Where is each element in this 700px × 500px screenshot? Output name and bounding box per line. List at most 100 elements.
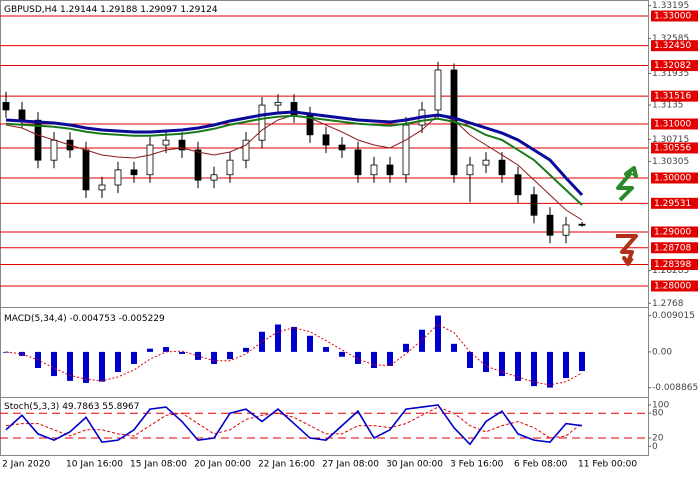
candle-body	[178, 139, 186, 151]
macd-bar	[163, 347, 169, 352]
level-label: 1.28000	[654, 281, 691, 291]
y-tick-label: 1.33195	[652, 1, 689, 11]
macd-bar	[211, 351, 217, 364]
candle-body	[258, 104, 266, 141]
candle-body	[226, 159, 234, 176]
y-tick-label: 1.32585	[652, 34, 689, 44]
level-label: 1.29531	[654, 199, 691, 209]
macd-bar	[147, 348, 153, 352]
candle-body	[402, 124, 410, 176]
down-arrow	[616, 234, 638, 266]
candle-body	[18, 109, 26, 121]
candle-body	[242, 139, 250, 161]
up-arrow	[616, 166, 638, 202]
macd-bar	[371, 351, 377, 368]
macd-bar	[579, 351, 585, 372]
low-value: 1.29097	[140, 5, 177, 15]
level-label: 1.28398	[654, 260, 691, 270]
candle-body	[274, 101, 282, 106]
candle-body	[2, 101, 10, 111]
macd-bar	[339, 351, 345, 357]
level-label-box	[651, 280, 698, 292]
y-tick-label: 1.2768	[652, 299, 684, 309]
macd-bar	[51, 351, 57, 377]
stoch-value: 49.7863	[62, 402, 99, 412]
candle-body	[146, 144, 154, 176]
macd-header: MACD(5,34,4) -0.004753 -0.005229	[4, 314, 165, 324]
macd-bar	[227, 351, 233, 360]
candle-body	[130, 169, 138, 176]
high-value: 1.29188	[100, 5, 137, 15]
macd-bar	[259, 331, 265, 352]
candle-body	[386, 164, 394, 176]
close-value: 1.29124	[180, 5, 217, 15]
moving-average	[5, 110, 584, 197]
y-tick-label: -0.008865	[652, 383, 698, 393]
candle-body	[562, 224, 570, 236]
candle-body	[530, 194, 538, 216]
stoch-signal-value: 55.8967	[102, 402, 139, 412]
level-label: 1.33000	[654, 11, 691, 21]
y-tick-label: 1.3135	[652, 101, 684, 111]
main-header: GBPUSD,H4 1.29144 1.29188 1.29097 1.2912…	[4, 5, 218, 15]
candle-body	[354, 149, 362, 176]
macd-bar	[483, 351, 489, 373]
macd-bar	[435, 315, 441, 352]
macd-bar	[83, 351, 89, 383]
level-label-box	[651, 242, 698, 254]
chart-frame	[0, 0, 649, 456]
candle-body	[162, 139, 170, 146]
macd-bar	[467, 351, 473, 368]
stoch-main	[5, 404, 583, 446]
plot-layer	[0, 15, 648, 446]
candle-body	[210, 174, 218, 181]
level-label: 1.29000	[654, 227, 691, 237]
macd-bar	[531, 351, 537, 387]
y-tick-label: 0.00	[652, 347, 672, 357]
level-label-box	[651, 142, 698, 154]
level-label-box	[651, 258, 698, 270]
candle-body	[466, 164, 474, 176]
level-label-box	[651, 118, 698, 130]
y-tick-label: 1.31935	[652, 69, 689, 79]
candle-body	[498, 159, 506, 176]
macd-bar	[403, 343, 409, 352]
level-label: 1.30000	[654, 173, 691, 183]
macd-bar	[515, 351, 521, 381]
macd-bar	[131, 351, 137, 364]
level-label: 1.31000	[654, 119, 691, 129]
macd-title: MACD(5,34,4)	[4, 314, 67, 324]
macd-bar	[451, 343, 457, 352]
macd-bar	[115, 351, 121, 373]
stoch-header: Stoch(5,3,3) 49.7863 55.8967	[4, 402, 140, 412]
moving-average	[5, 114, 583, 206]
y-tick-label: 100	[652, 400, 669, 410]
y-tick-label: 20	[652, 434, 664, 444]
macd-bar	[291, 326, 297, 352]
candle-body	[546, 214, 554, 236]
candle-body	[338, 144, 346, 151]
x-tick-label: 10 Jan 16:00	[66, 460, 123, 470]
candle-body	[98, 184, 106, 191]
macd-bar	[99, 351, 105, 382]
macd-bar	[67, 351, 73, 381]
x-tick-label: 6 Feb 08:00	[514, 460, 568, 470]
macd-bar	[179, 351, 185, 354]
candle-body	[82, 149, 90, 191]
macd-bar	[387, 351, 393, 366]
level-label-box	[651, 197, 698, 209]
x-tick-label: 11 Feb 00:00	[578, 460, 637, 470]
level-label: 1.32082	[654, 61, 691, 71]
y-tick-label: 1.28285	[652, 266, 689, 276]
macd-bar	[323, 347, 329, 352]
y-tick-label: 1.30305	[652, 157, 689, 167]
candle-body	[194, 149, 202, 181]
x-tick-label: 30 Jan 00:00	[386, 460, 443, 470]
macd-bar	[355, 351, 361, 364]
open-value: 1.29144	[60, 5, 97, 15]
level-label-box	[651, 226, 698, 238]
candle-body	[434, 69, 442, 111]
level-label-box	[651, 172, 698, 184]
